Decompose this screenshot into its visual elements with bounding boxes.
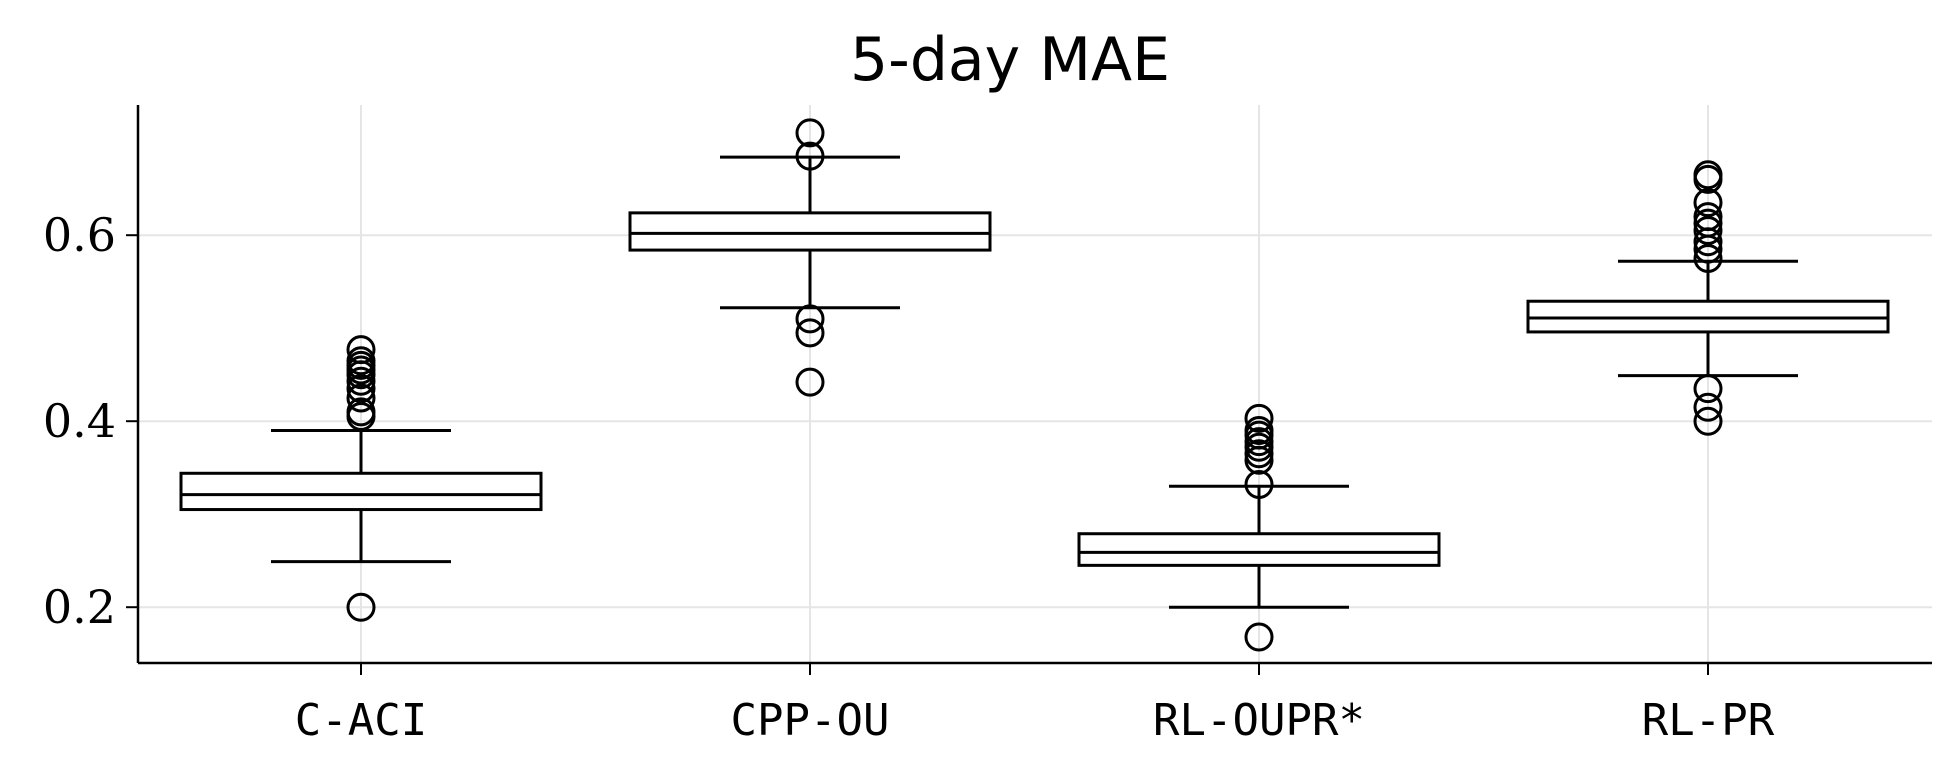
outlier-point [795, 141, 825, 171]
outlier-point [346, 383, 376, 413]
outlier-point [795, 318, 825, 348]
box-rl-oupr- [1077, 403, 1441, 652]
box-rl-pr [1526, 160, 1890, 436]
outlier-point [1693, 208, 1723, 238]
grid-lines [138, 105, 1932, 663]
outlier-point [795, 304, 825, 334]
outlier-point [1244, 622, 1274, 652]
outlier-point [346, 366, 376, 396]
outlier-point [1244, 439, 1274, 469]
outlier-point [1693, 188, 1723, 218]
y-tick-label: 0.2 [43, 580, 116, 634]
outlier-point [346, 346, 376, 376]
y-tick-label: 0.6 [43, 208, 116, 262]
outlier-point [346, 374, 376, 404]
chart-title: 5-day MAE [850, 25, 1170, 95]
outlier-point [1244, 427, 1274, 457]
axes [136, 105, 1932, 665]
x-tick-label: C-ACI [295, 695, 427, 746]
box-iqr [179, 471, 543, 512]
x-tick-label: RL-OUPR* [1153, 695, 1365, 746]
y-axis-ticks: 0.2 0.4 0.6 [43, 208, 138, 634]
outlier-point [1693, 392, 1723, 422]
x-axis-ticks: C-ACI CPP-OU RL-OUPR* RL-PR [295, 663, 1775, 746]
outlier-point [346, 592, 376, 622]
box-iqr [628, 211, 992, 252]
box-cpp-ou [628, 118, 992, 397]
outlier-point [1244, 469, 1274, 499]
box-iqr [1077, 532, 1441, 567]
x-tick-label: CPP-OU [731, 695, 890, 746]
outlier-point [1693, 374, 1723, 404]
outlier-point [795, 118, 825, 148]
outlier-point [346, 397, 376, 427]
y-tick-label: 0.4 [43, 394, 116, 448]
outlier-point [346, 335, 376, 365]
x-tick-label: RL-PR [1642, 695, 1775, 746]
outlier-point [1693, 160, 1723, 190]
outlier-point [1244, 416, 1274, 445]
outlier-point [795, 367, 825, 397]
outlier-point [1693, 406, 1723, 436]
outlier-point [1693, 216, 1723, 246]
outlier-point [1693, 202, 1723, 232]
box-c-aci [179, 335, 543, 622]
outlier-point [1693, 243, 1723, 273]
outlier-point [1244, 403, 1274, 433]
box-plots [179, 118, 1890, 652]
